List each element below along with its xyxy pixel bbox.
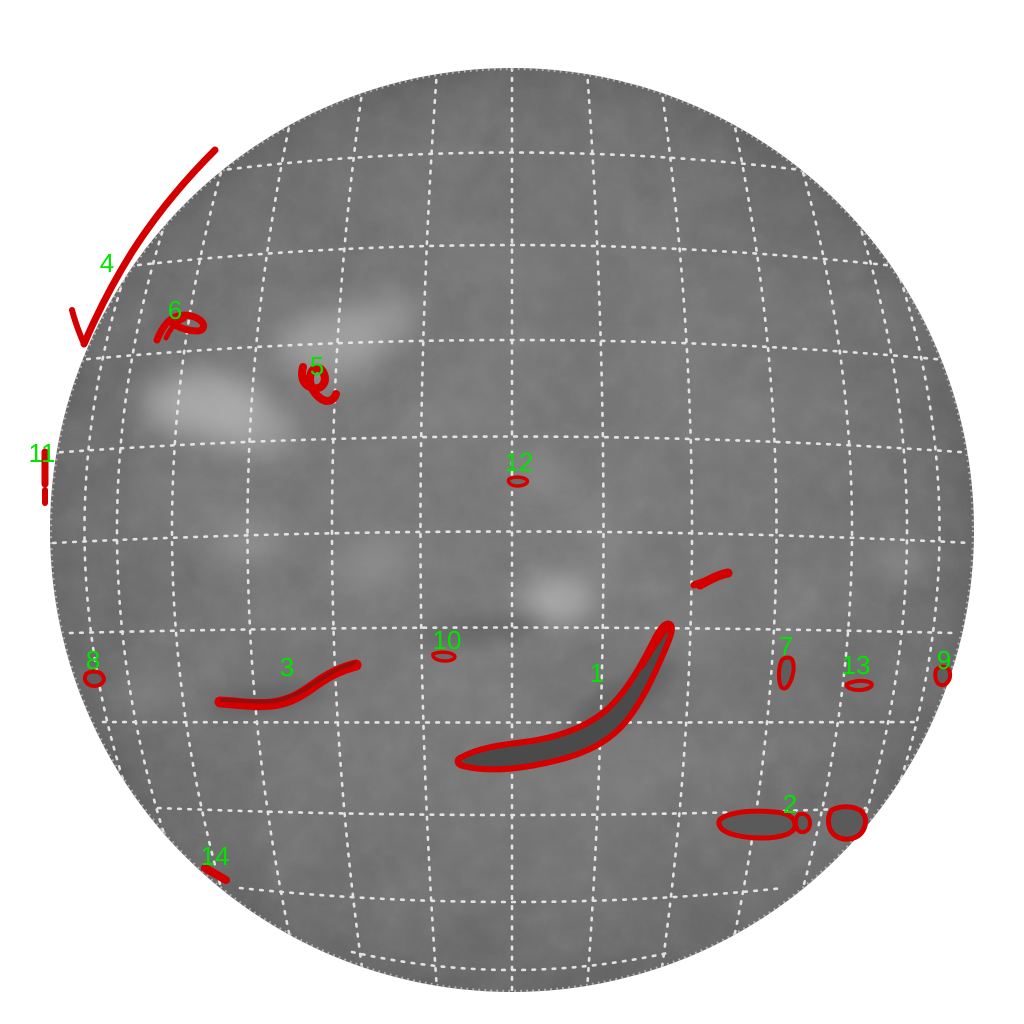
- filament-labels: 1 2 3 4 5 6 7 8 9 10 11 12 13 14: [29, 248, 952, 871]
- detected-filaments: [41, 146, 953, 884]
- filament-4-outline[interactable]: [69, 146, 219, 348]
- filament-label-4: 4: [100, 248, 114, 278]
- filament-label-9: 9: [937, 645, 951, 675]
- filament-label-11: 11: [29, 438, 56, 468]
- filament-label-5: 5: [310, 351, 324, 381]
- filament-2-outline[interactable]: [716, 804, 868, 842]
- filament-8-outline[interactable]: [82, 669, 106, 688]
- filament-14-outline[interactable]: [201, 864, 230, 884]
- filament-1-outline[interactable]: [454, 568, 733, 773]
- filament-label-7: 7: [779, 631, 793, 661]
- filament-label-1: 1: [590, 658, 604, 688]
- solar-disk: [49, 67, 975, 993]
- filament-9-outline[interactable]: [933, 664, 953, 688]
- filament-6-outline[interactable]: [153, 311, 208, 344]
- heliographic-grid: [50, 68, 974, 992]
- filament-13-outline[interactable]: [844, 678, 874, 692]
- filament-label-14: 14: [201, 841, 230, 871]
- filament-label-6: 6: [168, 295, 182, 325]
- filament-label-13: 13: [842, 650, 871, 680]
- filament-12-outline[interactable]: [506, 475, 530, 488]
- filament-5-outline[interactable]: [298, 363, 340, 405]
- disk-texture: [50, 68, 974, 992]
- filament-label-2: 2: [783, 789, 797, 819]
- filament-10-outline[interactable]: [431, 650, 457, 663]
- filament-label-8: 8: [86, 645, 100, 675]
- filament-7-outline[interactable]: [776, 655, 796, 691]
- filament-label-3: 3: [280, 652, 294, 682]
- plage-regions: [106, 296, 933, 708]
- filament-3-outline[interactable]: [214, 659, 362, 711]
- filament-label-12: 12: [505, 447, 534, 477]
- solar-limb: [49, 67, 975, 993]
- filament-label-10: 10: [433, 625, 462, 655]
